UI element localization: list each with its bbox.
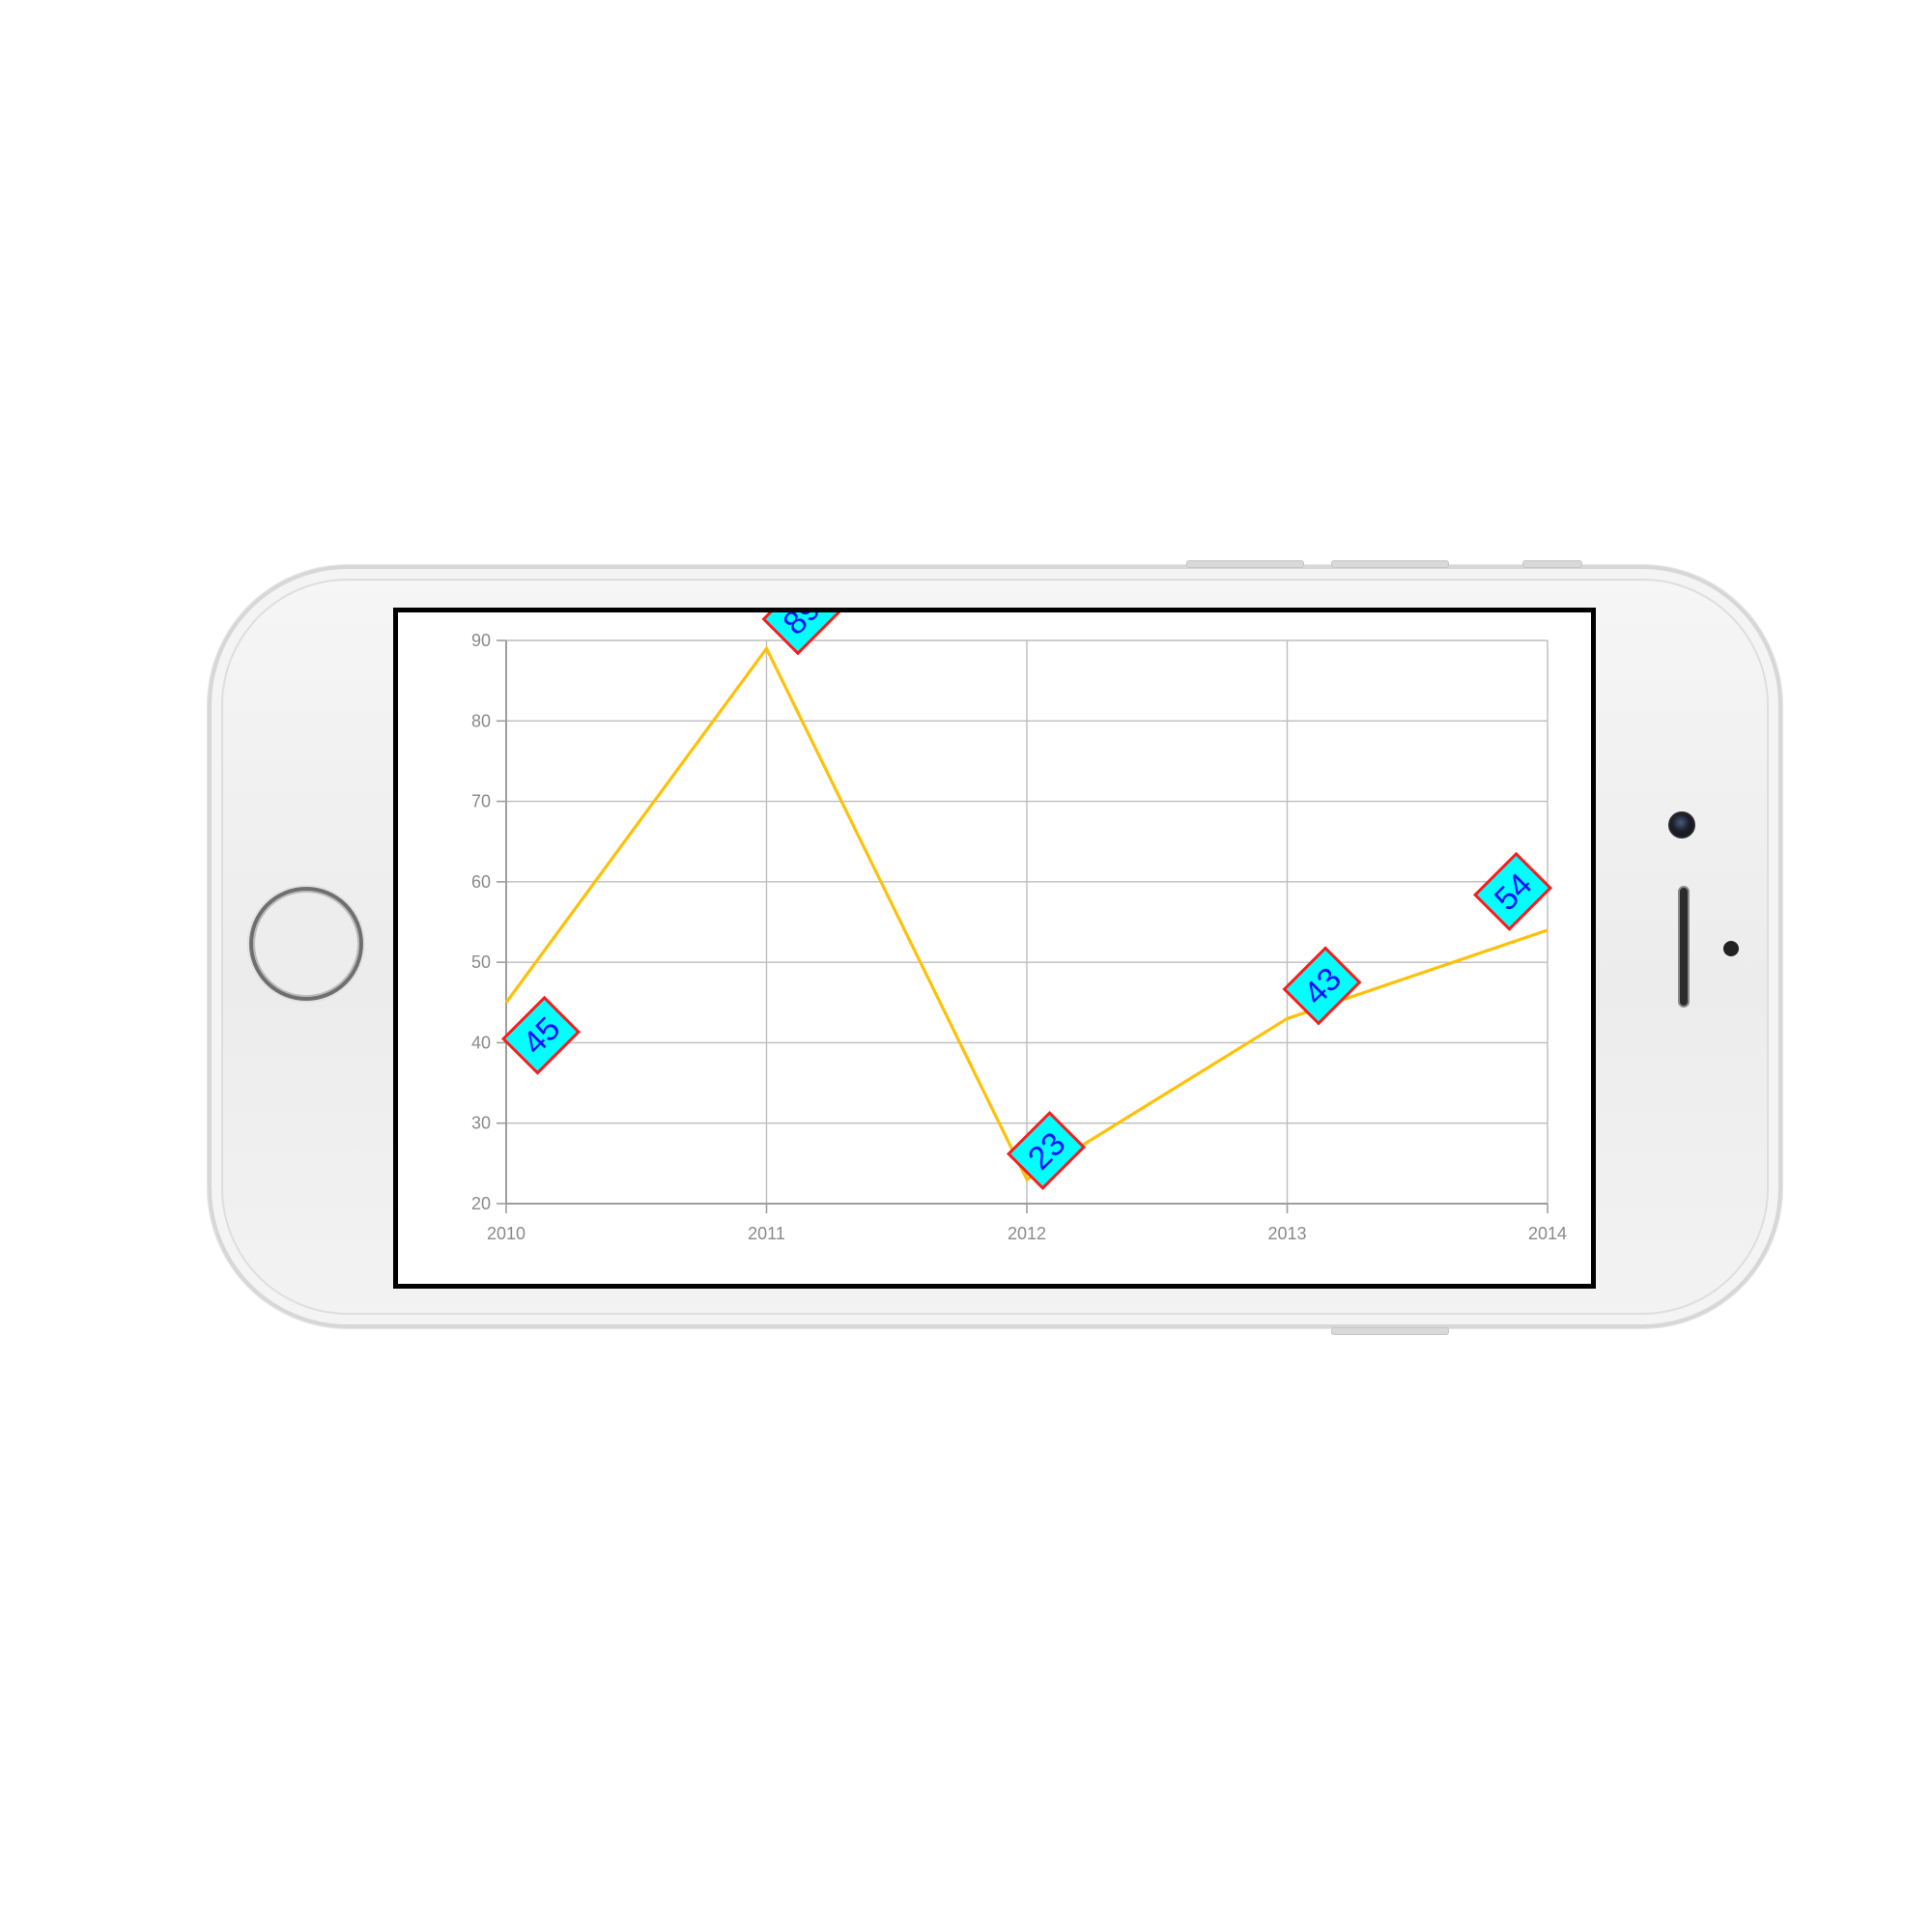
y-tick-label: 30 [471,1114,491,1133]
data-label: 43 [1282,946,1362,1026]
data-label-box [1472,851,1553,931]
data-label-box [1006,1111,1087,1191]
home-button[interactable] [249,887,363,1001]
x-tick-label: 2011 [748,1224,785,1243]
y-tick-label: 50 [471,952,491,972]
phone-power-button [1331,1327,1449,1335]
y-tick-label: 90 [471,631,491,650]
y-tick-label: 60 [471,872,491,892]
x-tick-label: 2014 [1528,1224,1567,1243]
proximity-sensor [1723,941,1739,956]
data-label-box [761,612,841,656]
y-tick-label: 20 [471,1194,491,1213]
earpiece-speaker [1678,886,1690,1008]
y-tick-label: 40 [471,1033,491,1052]
data-label: 54 [1472,851,1553,931]
phone-volume-up-button [1186,560,1304,568]
front-camera-icon [1668,811,1695,838]
phone-volume-down-button [1331,560,1449,568]
x-tick-label: 2013 [1267,1224,1306,1243]
data-label-box [1282,946,1362,1026]
data-label: 89 [761,612,841,656]
phone-mute-switch [1522,560,1582,568]
phone-screen: 20 30 40 50 60 70 80 90 2010 2011 2012 2013 2014 45 89… [393,608,1596,1289]
data-label-box [500,995,582,1075]
x-tick-label: 2012 [1008,1224,1046,1243]
data-label: 45 [500,995,582,1075]
line-chart: 20 30 40 50 60 70 80 90 2010 2011 2012 2013 2014 45 89… [471,612,1567,1243]
x-tick-label: 2010 [487,1224,526,1243]
y-tick-label: 80 [471,711,491,730]
data-label: 23 [1006,1111,1087,1191]
series-line [504,645,1548,1182]
y-tick-label: 70 [471,792,491,811]
